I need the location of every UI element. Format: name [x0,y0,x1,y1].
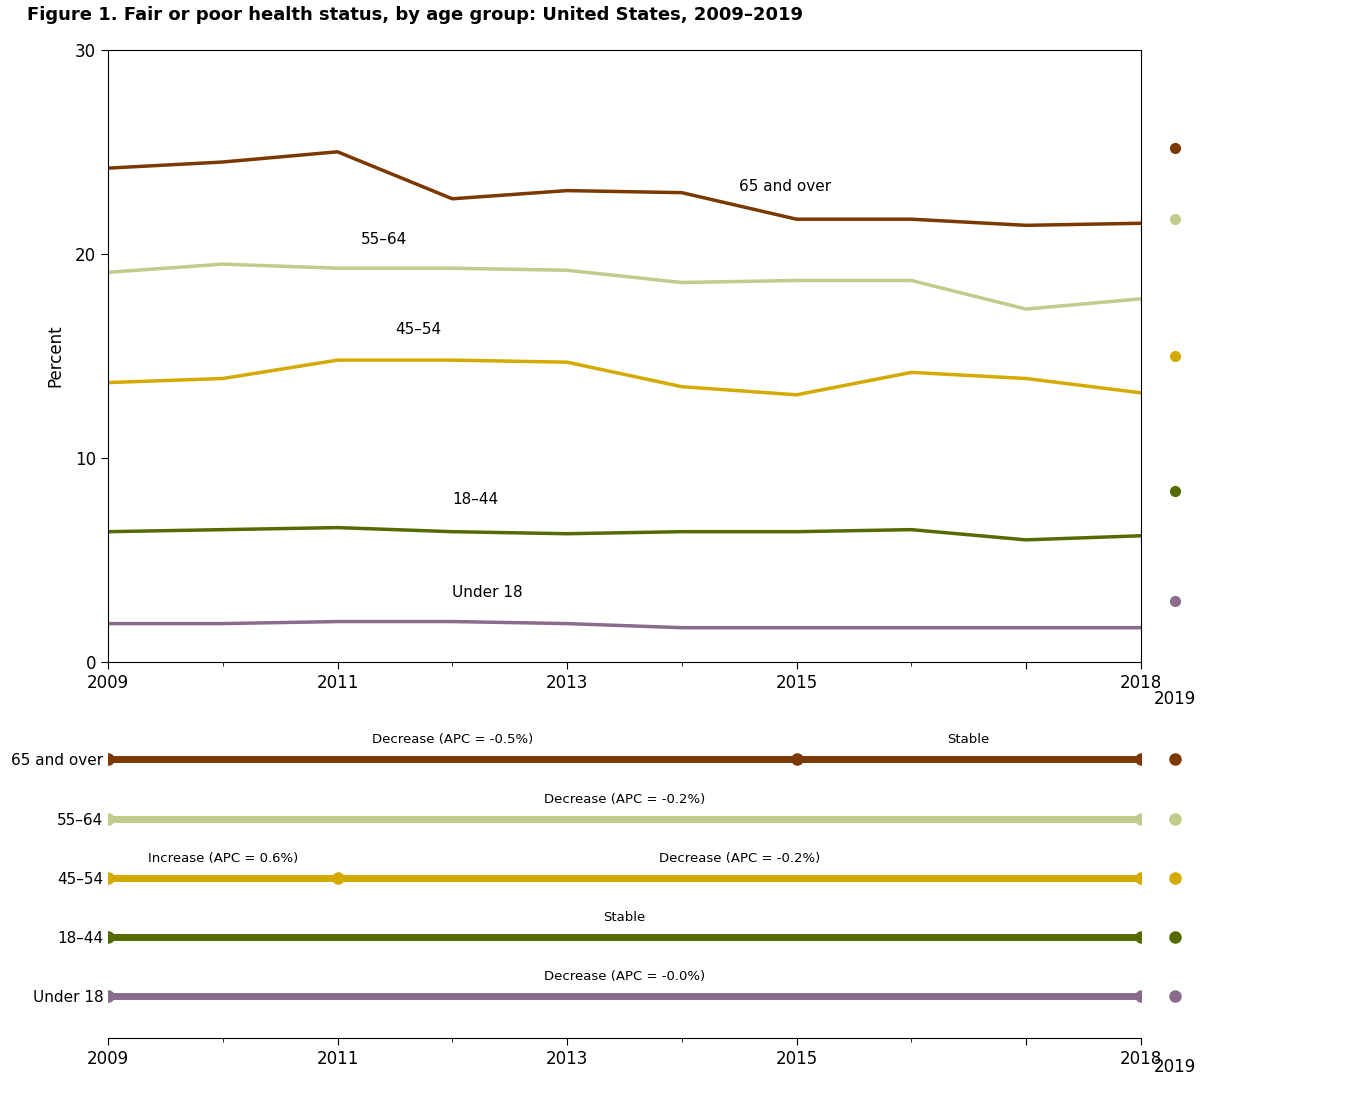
Text: Increase (APC = 0.6%): Increase (APC = 0.6%) [147,852,298,864]
Text: 18–44: 18–44 [452,491,498,507]
Text: Under 18: Under 18 [452,585,522,601]
Text: Stable: Stable [948,733,990,746]
Text: Decrease (APC = -0.2%): Decrease (APC = -0.2%) [659,852,819,864]
Text: Figure 1. Fair or poor health status, by age group: United States, 2009–2019: Figure 1. Fair or poor health status, by… [27,6,803,23]
Text: 2019: 2019 [1153,1058,1196,1075]
Text: Decrease (APC = -0.5%): Decrease (APC = -0.5%) [371,733,533,746]
Text: Decrease (APC = -0.0%): Decrease (APC = -0.0%) [544,970,705,984]
Text: Decrease (APC = -0.2%): Decrease (APC = -0.2%) [544,793,705,806]
Text: 65 and over: 65 and over [740,179,832,194]
Text: Stable: Stable [603,911,645,924]
Text: 55–64: 55–64 [360,232,406,247]
Text: 2019: 2019 [1153,690,1196,708]
Y-axis label: Percent: Percent [46,325,63,388]
Text: 45–54: 45–54 [396,322,441,337]
